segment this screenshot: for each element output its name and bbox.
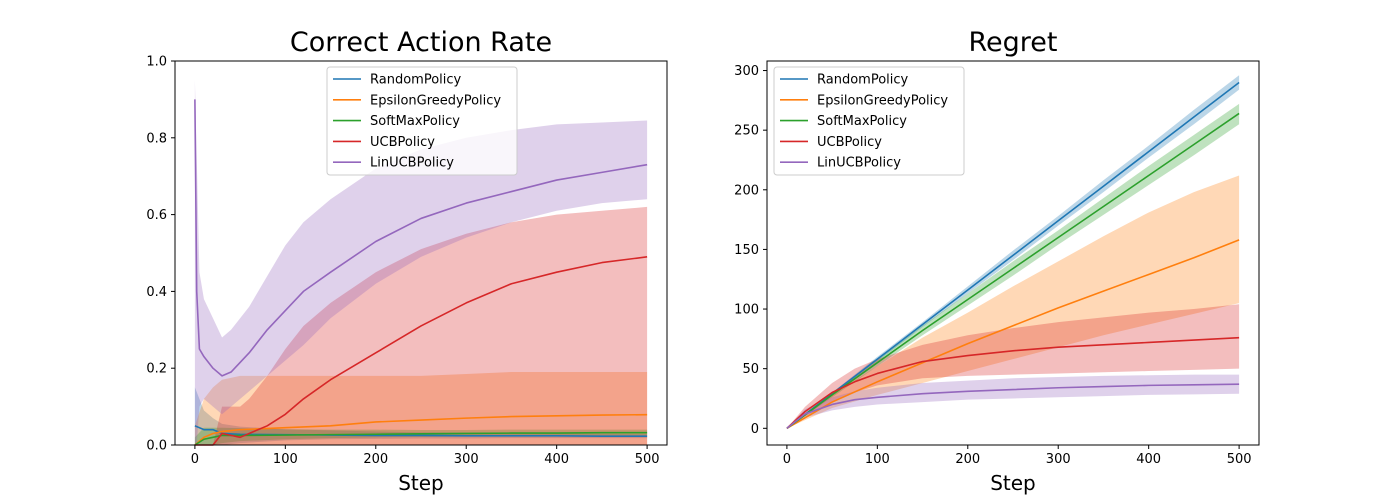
x-tick-label: 0 bbox=[191, 452, 199, 467]
legend-frame bbox=[773, 66, 965, 176]
chart-title: Regret bbox=[968, 27, 1057, 58]
y-axis-ticks: 0 50 100 150 200 250 300 bbox=[734, 64, 767, 437]
x-axis-label: Step bbox=[398, 471, 444, 495]
softmaxpolicy-band bbox=[194, 427, 648, 445]
series-lines bbox=[194, 99, 648, 446]
y-axis-ticks: 0.0 0.2 0.4 0.6 0.8 1.0 bbox=[146, 55, 175, 454]
softmaxpolicy-line bbox=[786, 112, 1240, 429]
legend-label-linucbpolicy: LinUCBPolicy bbox=[370, 156, 454, 171]
chart-title: Correct Action Rate bbox=[290, 27, 552, 58]
y-tick-label: 0.0 bbox=[146, 439, 167, 454]
epsilongreedypolicy-line bbox=[786, 239, 1240, 429]
y-tick-label: 100 bbox=[734, 303, 759, 318]
x-tick-label: 500 bbox=[635, 452, 660, 467]
y-tick-label: 1.0 bbox=[146, 55, 167, 70]
legend-label-ucbpolicy: UCBPolicy bbox=[370, 135, 435, 150]
x-tick-label: 100 bbox=[273, 452, 298, 467]
linucbpolicy-line bbox=[786, 383, 1240, 429]
legend-label-randompolicy: RandomPolicy bbox=[370, 73, 462, 88]
legend: RandomPolicy EpsilonGreedyPolicy SoftMaxPo… bbox=[773, 66, 965, 176]
legend-label-epsilongreedypolicy: EpsilonGreedyPolicy bbox=[817, 93, 948, 108]
linucbpolicy-band bbox=[194, 80, 648, 445]
x-tick-label: 300 bbox=[1046, 452, 1071, 467]
y-tick-label: 0.8 bbox=[146, 131, 167, 146]
x-axis-ticks: 0 100 200 300 400 500 bbox=[191, 445, 660, 467]
series-lines bbox=[786, 81, 1240, 429]
ucbpolicy-line bbox=[786, 336, 1240, 429]
y-tick-label: 200 bbox=[734, 183, 759, 198]
x-tick-label: 400 bbox=[544, 452, 569, 467]
plot-area-frame bbox=[766, 60, 1260, 446]
randompolicy-line bbox=[786, 81, 1240, 429]
ucbpolicy-band bbox=[786, 304, 1240, 429]
linucbpolicy-band bbox=[786, 374, 1240, 429]
y-tick-label: 250 bbox=[734, 124, 759, 139]
legend-label-randompolicy: RandomPolicy bbox=[817, 73, 909, 88]
legend-label-ucbpolicy: UCBPolicy bbox=[817, 135, 882, 150]
x-tick-label: 500 bbox=[1227, 452, 1252, 467]
plot-area-frame bbox=[174, 60, 668, 446]
x-tick-label: 0 bbox=[783, 452, 791, 467]
y-tick-label: 150 bbox=[734, 243, 759, 258]
y-tick-label: 0.4 bbox=[146, 285, 167, 300]
y-tick-label: 0 bbox=[751, 422, 759, 437]
y-tick-label: 50 bbox=[742, 362, 759, 377]
y-tick-label: 0.6 bbox=[146, 208, 167, 223]
ucbpolicy-line bbox=[194, 256, 648, 446]
epsilongreedypolicy-band bbox=[786, 175, 1240, 429]
legend-label-linucbpolicy: LinUCBPolicy bbox=[817, 156, 901, 171]
legend: RandomPolicy EpsilonGreedyPolicy SoftMaxPo… bbox=[326, 66, 518, 176]
legend-label-softmaxpolicy: SoftMaxPolicy bbox=[817, 114, 907, 129]
randompolicy-band bbox=[194, 387, 648, 445]
legend-label-softmaxpolicy: SoftMaxPolicy bbox=[370, 114, 460, 129]
x-axis-ticks: 0 100 200 300 400 500 bbox=[783, 445, 1252, 467]
x-tick-label: 100 bbox=[865, 452, 890, 467]
randompolicy-band bbox=[786, 75, 1240, 429]
legend-label-epsilongreedypolicy: EpsilonGreedyPolicy bbox=[370, 93, 501, 108]
regret-chart: Regret 0 100 200 300 400 500 0 50 100 150 200 250 3… bbox=[734, 27, 1260, 495]
y-tick-label: 300 bbox=[734, 64, 759, 79]
linucbpolicy-line bbox=[194, 99, 648, 377]
x-tick-label: 300 bbox=[454, 452, 479, 467]
x-tick-label: 200 bbox=[955, 452, 980, 467]
x-axis-label: Step bbox=[990, 471, 1036, 495]
y-tick-label: 0.2 bbox=[146, 362, 167, 377]
epsilongreedypolicy-line bbox=[194, 413, 648, 446]
x-tick-label: 200 bbox=[363, 452, 388, 467]
x-tick-label: 400 bbox=[1136, 452, 1161, 467]
legend-frame bbox=[326, 66, 518, 176]
softmaxpolicy-line bbox=[194, 431, 648, 446]
correct-action-rate-chart: Correct Action Rate 0 100 200 300 400 500 0.0… bbox=[146, 27, 668, 495]
